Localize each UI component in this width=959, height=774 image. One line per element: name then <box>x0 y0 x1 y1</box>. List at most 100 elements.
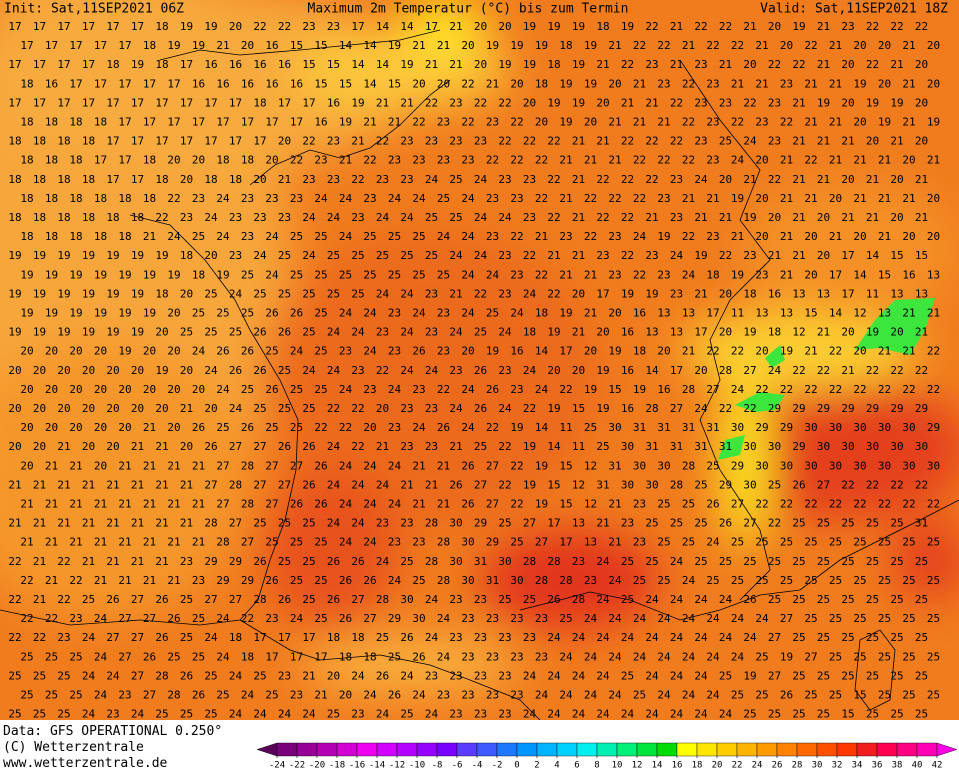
temperature-value: 22 <box>866 364 879 377</box>
temperature-value: 20 <box>817 249 830 262</box>
temperature-value: 18 <box>33 211 46 224</box>
temperature-value: 17 <box>204 96 217 109</box>
colorbar-label: 32 <box>832 761 843 771</box>
temperature-value: 19 <box>118 268 131 281</box>
temperature-value: 18 <box>241 650 254 663</box>
temperature-value: 22 <box>915 478 928 491</box>
temperature-value: 22 <box>829 498 842 511</box>
temperature-value: 21 <box>8 517 21 530</box>
temperature-value: 21 <box>57 478 70 491</box>
temperature-value: 22 <box>792 58 805 71</box>
temperature-value: 20 <box>94 345 107 358</box>
temperature-value: 17 <box>118 116 131 129</box>
temperature-value: 20 <box>584 116 597 129</box>
temperature-value: 19 <box>167 268 180 281</box>
temperature-value: 26 <box>780 689 793 702</box>
temperature-value: 24 <box>596 555 610 568</box>
temperature-value: 20 <box>657 345 670 358</box>
colorbar-label: -10 <box>409 761 425 771</box>
temperature-value: 24 <box>376 211 390 224</box>
temperature-value: 23 <box>437 116 450 129</box>
temperature-value: 24 <box>216 192 230 205</box>
temperature-value: 20 <box>927 230 940 243</box>
colorbar-label: -20 <box>309 761 325 771</box>
temperature-value: 16 <box>192 77 205 90</box>
temperature-value: 22 <box>866 20 879 33</box>
temperature-value: 22 <box>498 440 511 453</box>
temperature-value: 21 <box>608 116 621 129</box>
temperature-value: 24 <box>363 689 377 702</box>
temperature-value: 19 <box>57 249 70 262</box>
temperature-value: 19 <box>131 326 144 339</box>
temperature-value: 21 <box>69 459 82 472</box>
temperature-value: 23 <box>425 287 438 300</box>
temperature-value: 24 <box>363 536 377 549</box>
temperature-value: 17 <box>547 517 560 530</box>
temperature-value: 23 <box>425 402 438 415</box>
temperature-value: 27 <box>229 440 242 453</box>
temperature-value: 23 <box>498 669 511 682</box>
temperature-value: 21 <box>608 39 621 52</box>
temperature-value: 23 <box>486 612 499 625</box>
temperature-value: 23 <box>645 58 658 71</box>
temperature-value: 30 <box>927 459 940 472</box>
temperature-value: 29 <box>474 517 487 530</box>
temperature-value: 27 <box>204 593 217 606</box>
temperature-value: 23 <box>290 689 303 702</box>
temperature-value: 25 <box>902 612 915 625</box>
colorbar-box <box>396 742 418 757</box>
temperature-value: 28 <box>559 574 572 587</box>
temperature-value: 25 <box>853 612 866 625</box>
temperature-value: 19 <box>69 307 82 320</box>
temperature-value: 22 <box>8 555 21 568</box>
temperature-value: 21 <box>719 58 732 71</box>
temperature-value: 24 <box>449 326 463 339</box>
temperature-value: 17 <box>706 307 719 320</box>
temperature-value: 17 <box>143 116 156 129</box>
temperature-value: 25 <box>706 574 719 587</box>
temperature-value: 30 <box>755 459 768 472</box>
temperature-value: 23 <box>523 173 536 186</box>
temperature-value: 25 <box>621 593 634 606</box>
temperature-value: 30 <box>890 440 903 453</box>
temperature-value: 24 <box>621 631 635 644</box>
temperature-value: 24 <box>535 689 549 702</box>
temperature-value: 22 <box>339 421 352 434</box>
temperature-value: 20 <box>915 58 928 71</box>
temperature-value: 25 <box>278 517 291 530</box>
temperature-value: 25 <box>719 669 732 682</box>
temperature-value: 16 <box>327 96 340 109</box>
temperature-value: 21 <box>902 39 915 52</box>
temperature-value: 24 <box>278 708 292 721</box>
temperature-value: 29 <box>486 536 499 549</box>
temperature-value: 13 <box>755 307 768 320</box>
temperature-value: 29 <box>792 402 805 415</box>
temperature-value: 22 <box>167 192 180 205</box>
temperature-value: 29 <box>719 478 732 491</box>
temperature-value: 19 <box>20 307 33 320</box>
temperature-value: 19 <box>33 287 46 300</box>
temperature-value: 24 <box>449 249 463 262</box>
temperature-value: 23 <box>265 612 278 625</box>
temperature-value: 21 <box>449 287 462 300</box>
temperature-value: 23 <box>425 326 438 339</box>
temperature-value: 17 <box>118 39 131 52</box>
temperature-value: 19 <box>878 116 891 129</box>
temperature-value: 24 <box>449 402 463 415</box>
temperature-value: 23 <box>706 77 719 90</box>
temperature-value: 26 <box>743 593 756 606</box>
temperature-value: 24 <box>253 708 267 721</box>
temperature-value: 23 <box>559 230 572 243</box>
temperature-value: 26 <box>327 555 340 568</box>
colorbar-arrow <box>936 742 958 757</box>
temperature-value: 23 <box>510 650 523 663</box>
colorbar-label: -18 <box>329 761 345 771</box>
temperature-value: 25 <box>878 650 891 663</box>
temperature-value: 25 <box>927 536 940 549</box>
temperature-value: 22 <box>33 631 46 644</box>
temperature-value: 21 <box>682 39 695 52</box>
temperature-value: 25 <box>302 326 315 339</box>
temperature-value: 22 <box>425 96 438 109</box>
temperature-value: 23 <box>523 211 536 224</box>
